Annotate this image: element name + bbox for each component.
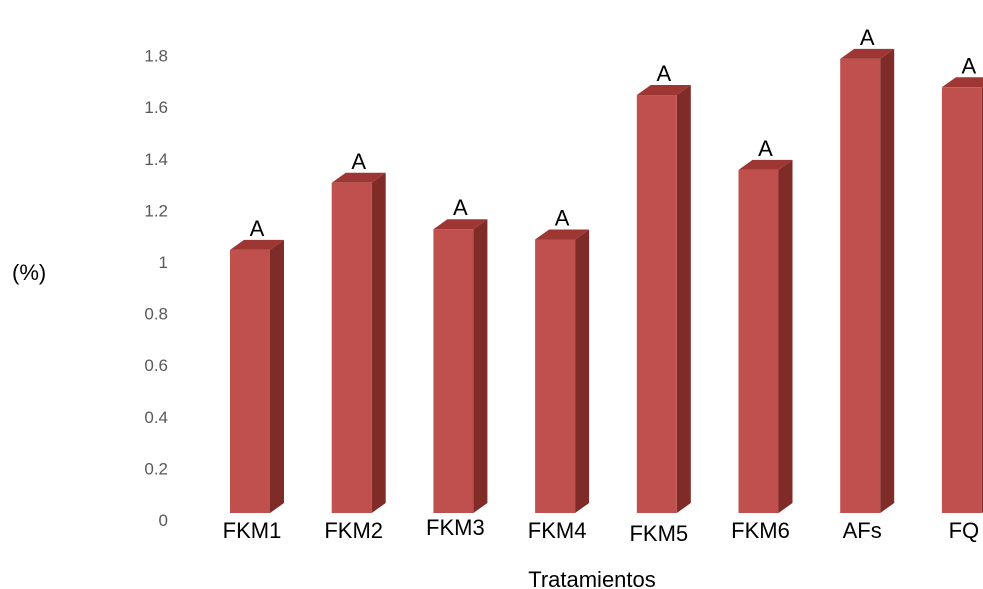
- bar-side: [371, 172, 386, 513]
- data-label: A: [351, 149, 366, 174]
- y-tick-label: 1.4: [144, 150, 168, 169]
- bar: [433, 229, 474, 513]
- data-labels-group: A A A A A A A A: [250, 25, 977, 241]
- y-tick-label: 0.6: [144, 356, 168, 375]
- y-tick-label: 1.8: [144, 47, 168, 66]
- bar-top: [433, 219, 488, 230]
- bar-side: [676, 85, 691, 513]
- x-tick-label: FKM5: [629, 521, 688, 546]
- y-tick-label: 0.2: [144, 459, 168, 478]
- bar-top: [535, 229, 590, 240]
- x-tick-label: FKM1: [223, 518, 282, 543]
- bar-top: [636, 85, 691, 96]
- data-label: A: [555, 206, 570, 231]
- bar-top: [738, 159, 793, 170]
- y-tick-label: 1: [159, 253, 168, 272]
- data-label: A: [656, 61, 671, 86]
- y-tick-label: 0: [159, 511, 168, 530]
- data-label: A: [962, 53, 977, 78]
- y-tick-label: 1.2: [144, 201, 168, 220]
- x-tick-label: FKM2: [324, 518, 383, 543]
- y-axis-ticks: 0 0.2 0.4 0.6 0.8 1 1.2 1.4 1.6 1.8: [144, 47, 168, 530]
- bars-group: [230, 48, 983, 514]
- bar-side: [880, 48, 895, 514]
- bar: [331, 182, 372, 513]
- bar-side: [270, 239, 284, 513]
- bar: [230, 249, 270, 513]
- y-tick-label: 0.4: [144, 408, 168, 427]
- data-label: A: [860, 25, 875, 50]
- bar: [636, 95, 677, 513]
- y-tick-label: 0.8: [144, 305, 168, 324]
- bar: [738, 169, 779, 514]
- data-label: A: [453, 195, 468, 220]
- y-tick-label: 1.6: [144, 98, 168, 117]
- bar-top: [331, 172, 386, 183]
- bar-top: [840, 48, 895, 59]
- bar: [840, 58, 881, 514]
- x-axis-title: Tratamientos: [528, 567, 656, 589]
- x-tick-label: FQ: [949, 518, 980, 543]
- x-tick-label: AFs: [843, 518, 882, 543]
- x-tick-label: FKM3: [426, 515, 485, 540]
- bar-side: [575, 229, 590, 513]
- x-axis-categories: FKM1 FKM2 FKM3 FKM4 FKM5 FKM6 AFs FQ: [223, 515, 980, 546]
- bar-top: [230, 239, 284, 250]
- bar-side: [778, 159, 793, 514]
- data-label: A: [250, 216, 265, 241]
- x-tick-label: FKM6: [731, 518, 790, 543]
- bar: [535, 239, 576, 513]
- x-tick-label: FKM4: [528, 518, 587, 543]
- data-label: A: [758, 136, 773, 161]
- bar: [941, 87, 982, 514]
- bar-side: [473, 219, 488, 513]
- y-axis-title: (%): [12, 260, 46, 285]
- bar-top: [941, 77, 983, 88]
